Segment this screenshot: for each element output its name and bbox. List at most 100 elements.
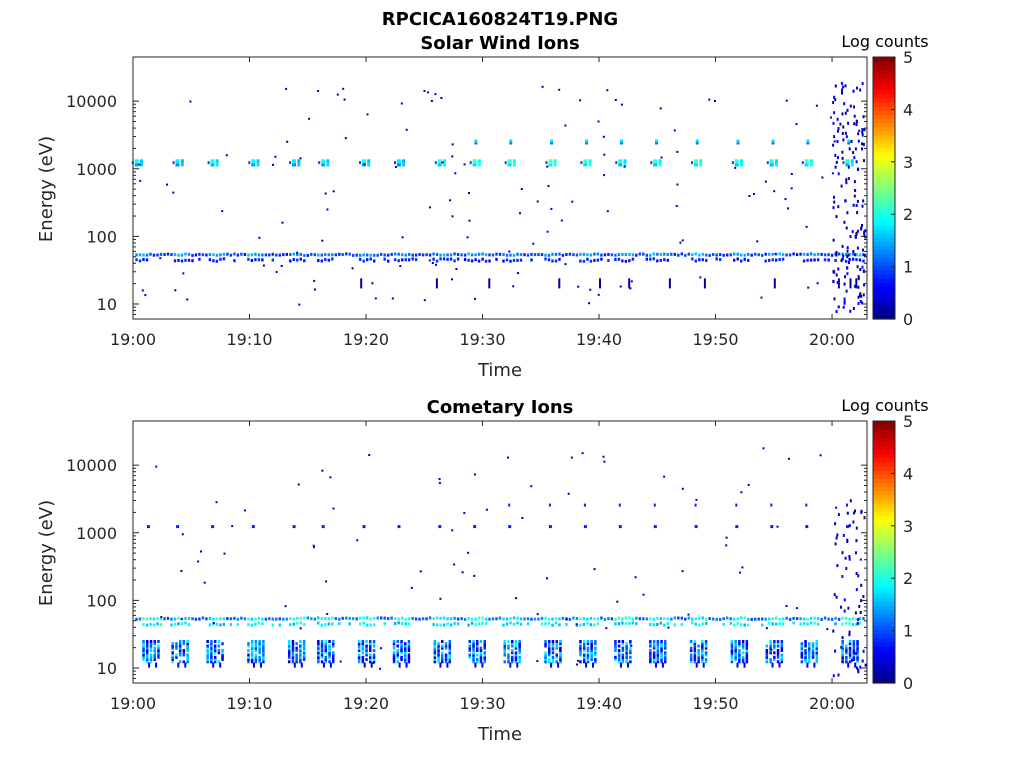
heatmap-cell	[863, 232, 866, 236]
heatmap-cell	[226, 617, 229, 621]
heatmap-cell	[546, 165, 549, 168]
heatmap-cell	[734, 642, 737, 646]
heatmap-cell	[771, 617, 774, 621]
heatmap-cell	[614, 642, 617, 646]
heatmap-cell	[635, 622, 638, 626]
heatmap-cell	[186, 653, 189, 657]
heatmap-cell	[466, 236, 469, 239]
heatmap-cell	[215, 617, 219, 621]
heatmap-cell	[741, 566, 744, 569]
heatmap-cell	[299, 646, 302, 650]
heatmap-cell	[401, 622, 404, 625]
heatmap-cell	[800, 653, 804, 657]
heatmap-cell	[649, 653, 652, 657]
heatmap-cell	[219, 623, 222, 627]
heatmap-cell	[170, 623, 173, 627]
heatmap-cell	[617, 644, 621, 648]
heatmap-cell	[299, 651, 302, 655]
heatmap-cell	[833, 195, 835, 199]
heatmap-cell	[664, 660, 667, 664]
heatmap-cell	[508, 503, 511, 507]
heatmap-cell	[846, 538, 849, 542]
heatmap-cell	[175, 655, 178, 659]
heatmap-cell	[302, 646, 306, 650]
heatmap-cell	[159, 257, 162, 260]
heatmap-cell	[456, 257, 460, 261]
heatmap-cell	[693, 653, 697, 657]
heatmap-cell	[479, 658, 483, 661]
heatmap-cell	[754, 252, 757, 256]
heatmap-cell	[734, 651, 737, 655]
heatmap-cell	[248, 161, 251, 165]
heatmap-cell	[652, 257, 655, 261]
heatmap-cell	[586, 649, 590, 652]
heatmap-cell	[733, 617, 736, 621]
heatmap-cell	[514, 642, 518, 646]
heatmap-cell	[792, 621, 795, 625]
heatmap-cell	[206, 640, 209, 643]
heatmap-cell	[809, 621, 813, 625]
heatmap-cell	[857, 618, 860, 621]
heatmap-cell	[844, 621, 848, 625]
heatmap-cell	[614, 644, 617, 648]
heatmap-cell	[565, 623, 568, 626]
heatmap-cell	[135, 253, 138, 257]
heatmap-cell	[317, 660, 320, 664]
heatmap-cell	[433, 649, 437, 652]
heatmap-cell	[446, 662, 449, 668]
heatmap-cell	[317, 653, 320, 657]
heatmap-cell	[180, 159, 184, 164]
heatmap-cell	[852, 151, 855, 155]
heatmap-cell	[361, 642, 365, 646]
heatmap-cell	[544, 257, 547, 261]
colorbar-tick-label: 3	[903, 517, 913, 536]
heatmap-cell	[835, 160, 838, 164]
heatmap-cell	[743, 662, 746, 668]
heatmap-cell	[357, 642, 361, 646]
heatmap-cell	[771, 258, 774, 262]
heatmap-cell	[362, 621, 365, 625]
heatmap-cell	[418, 617, 421, 621]
heatmap-cell	[400, 658, 403, 661]
heatmap-cell	[848, 253, 851, 257]
heatmap-cell	[821, 176, 824, 179]
heatmap-cell	[699, 163, 703, 167]
heatmap-cell	[481, 252, 484, 256]
heatmap-cell	[306, 616, 309, 620]
heatmap-cell	[645, 617, 648, 621]
heatmap-cell	[757, 253, 760, 257]
heatmap-cell	[673, 623, 676, 627]
heatmap-cell	[483, 658, 486, 661]
heatmap-cell	[254, 653, 258, 657]
heatmap-cell	[474, 623, 477, 626]
heatmap-cell	[261, 622, 264, 626]
heatmap-cell	[320, 640, 324, 643]
heatmap-cell	[806, 142, 810, 145]
heatmap-cell	[823, 253, 827, 257]
heatmap-cell	[145, 253, 149, 257]
heatmap-cell	[177, 253, 180, 257]
heatmap-cell	[554, 252, 558, 256]
heatmap-cell	[628, 278, 631, 289]
heatmap-cell	[775, 159, 778, 164]
heatmap-cell	[343, 98, 346, 101]
heatmap-cell	[146, 644, 149, 648]
heatmap-cell	[629, 646, 632, 650]
heatmap-cell	[372, 644, 376, 648]
heatmap-cell	[186, 644, 189, 648]
heatmap-cell	[432, 252, 435, 256]
heatmap-cell	[841, 660, 844, 664]
heatmap-cell	[694, 525, 698, 529]
heatmap-cell	[555, 644, 558, 648]
heatmap-cell	[257, 258, 261, 262]
heatmap-cell	[324, 644, 327, 648]
heatmap-cell	[479, 640, 483, 643]
heatmap-cell	[729, 253, 732, 257]
heatmap-cell	[250, 259, 254, 262]
heatmap-cell	[859, 665, 862, 669]
heatmap-cell	[837, 172, 840, 176]
colorbar-segment	[873, 552, 895, 557]
heatmap-cell	[743, 253, 746, 257]
heatmap-cell	[439, 597, 442, 600]
heatmap-cell	[359, 161, 361, 165]
